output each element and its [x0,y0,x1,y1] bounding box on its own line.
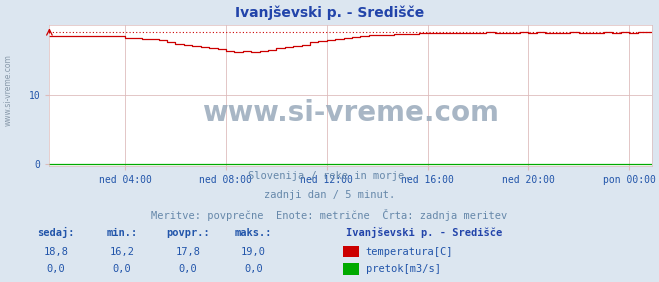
Text: sedaj:: sedaj: [38,227,74,238]
Text: 0,0: 0,0 [47,264,65,274]
Text: www.si-vreme.com: www.si-vreme.com [3,54,13,126]
Text: temperatura[C]: temperatura[C] [366,246,453,257]
Text: zadnji dan / 5 minut.: zadnji dan / 5 minut. [264,190,395,201]
Text: 0,0: 0,0 [244,264,263,274]
Text: Meritve: povprečne  Enote: metrične  Črta: zadnja meritev: Meritve: povprečne Enote: metrične Črta:… [152,209,507,221]
Text: Ivanjševski p. - Središče: Ivanjševski p. - Središče [346,227,502,238]
Text: 18,8: 18,8 [43,246,69,257]
Text: www.si-vreme.com: www.si-vreme.com [202,99,500,127]
Text: maks.:: maks.: [235,228,272,238]
Text: Slovenija / reke in morje.: Slovenija / reke in morje. [248,171,411,181]
Text: 19,0: 19,0 [241,246,266,257]
Text: povpr.:: povpr.: [166,228,210,238]
Text: 17,8: 17,8 [175,246,200,257]
Text: 16,2: 16,2 [109,246,134,257]
Text: Ivanjševski p. - Središče: Ivanjševski p. - Središče [235,5,424,20]
Text: min.:: min.: [106,228,138,238]
Text: 0,0: 0,0 [179,264,197,274]
Text: pretok[m3/s]: pretok[m3/s] [366,264,441,274]
Text: 0,0: 0,0 [113,264,131,274]
